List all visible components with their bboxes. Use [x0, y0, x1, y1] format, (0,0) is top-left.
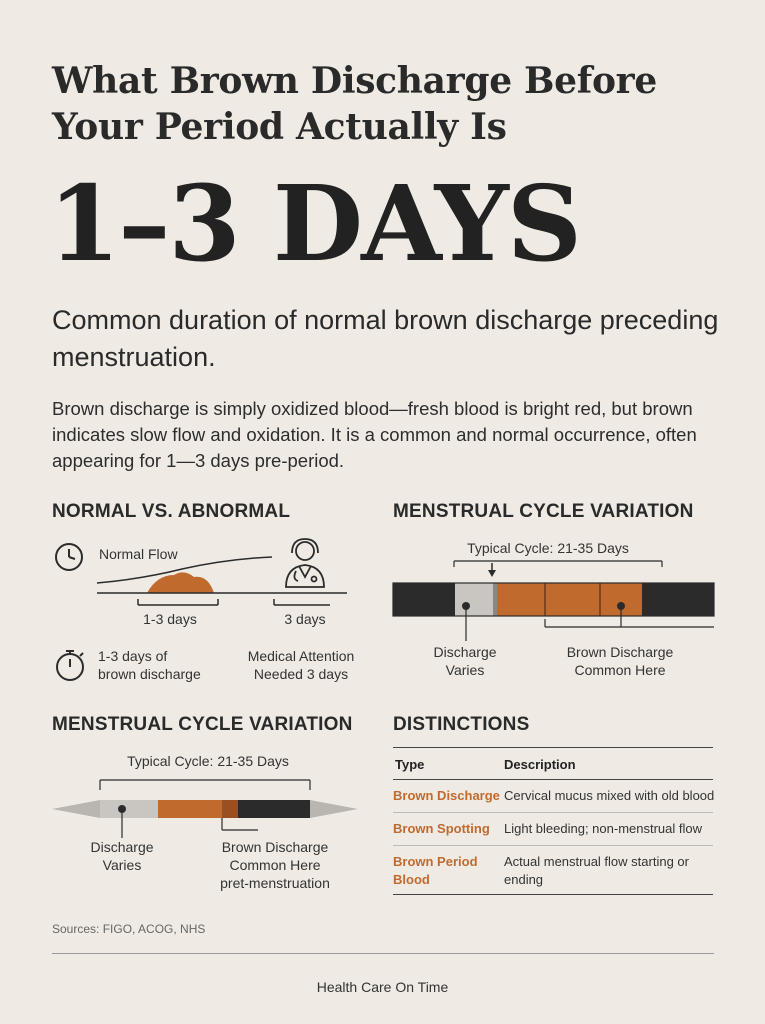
- cycle-range-label-2: Typical Cycle: 21-35 Days: [127, 753, 289, 769]
- col-type-header: Type: [395, 757, 425, 772]
- cycle2-segment-dark: [238, 800, 310, 818]
- footer-divider: [52, 953, 714, 954]
- cycle-segment-gray: [455, 583, 493, 616]
- clock-icon: [55, 543, 83, 571]
- days-label-2: 3 days: [284, 611, 326, 627]
- row-desc-brown-discharge: Cervical mucus mixed with old blood: [504, 788, 715, 803]
- days-label-1: 1-3 days: [143, 611, 197, 627]
- subtitle: Common duration of normal brown discharg…: [52, 305, 719, 372]
- row-type-brown-discharge: Brown Discharge: [393, 788, 500, 803]
- discharge-blob: [147, 572, 214, 593]
- legend-medical-attention: Medical Attention Needed 3 days: [247, 648, 355, 682]
- cycle-range-label-1: Typical Cycle: 21-35 Days: [467, 540, 629, 556]
- big-stat: 1–3 DAYS: [48, 162, 582, 285]
- cycle-segment-brown: [497, 583, 642, 616]
- row-desc-brown-spotting: Light bleeding; non-menstrual flow: [504, 821, 703, 836]
- cycle-segment-dark-start: [393, 583, 455, 616]
- discharge-varies-label-1: Discharge Varies: [433, 644, 497, 678]
- cycle-segment-dark-end: [642, 583, 714, 616]
- row-type-brown-period-blood: Brown Period Blood: [393, 854, 478, 887]
- footer-brand: Health Care On Time: [316, 979, 449, 995]
- normal-vs-abnormal-heading: NORMAL VS. ABNORMAL: [52, 501, 291, 522]
- discharge-varies-label-2: Discharge Varies: [90, 839, 154, 873]
- sources-note: Sources: FIGO, ACOG, NHS: [52, 922, 206, 936]
- cycle2-dot-left: [118, 805, 126, 813]
- table-top-rule: [393, 747, 713, 748]
- cycle-marker-arrow: [488, 570, 496, 577]
- cycle-variation-heading-2: MENSTRUAL CYCLE VARIATION: [52, 714, 353, 735]
- flow-curve: [96, 556, 273, 584]
- cycle2-segment-gray: [100, 800, 158, 818]
- intro-paragraph: Brown discharge is simply oxidized blood…: [52, 398, 697, 471]
- normal-flow-diagram: [55, 538, 347, 681]
- row-desc-brown-period-blood: Actual menstrual flow starting or ending: [504, 854, 689, 887]
- brown-common-label-2: Brown Discharge Common Here pret-menstru…: [220, 839, 330, 891]
- stopwatch-icon: [56, 650, 84, 681]
- cycle-bar-2: [52, 779, 358, 838]
- cycle-taper-right: [310, 800, 358, 818]
- brown-common-label-1: Brown Discharge Common Here: [566, 644, 674, 678]
- col-desc-header: Description: [504, 757, 576, 772]
- doctor-icon: [285, 538, 325, 588]
- cycle-taper-left: [52, 800, 100, 818]
- cycle2-segment-brown: [158, 800, 222, 818]
- cycle-bar-1: [392, 560, 715, 641]
- cycle-variation-heading-1: MENSTRUAL CYCLE VARIATION: [393, 501, 694, 522]
- legend-brown-discharge: 1-3 days of brown discharge: [98, 648, 201, 682]
- distinctions-heading: DISTINCTIONS: [393, 714, 530, 735]
- row-type-brown-spotting: Brown Spotting: [393, 821, 490, 836]
- normal-flow-label: Normal Flow: [99, 546, 178, 562]
- page-title: What Brown Discharge Before Your Period …: [52, 60, 657, 148]
